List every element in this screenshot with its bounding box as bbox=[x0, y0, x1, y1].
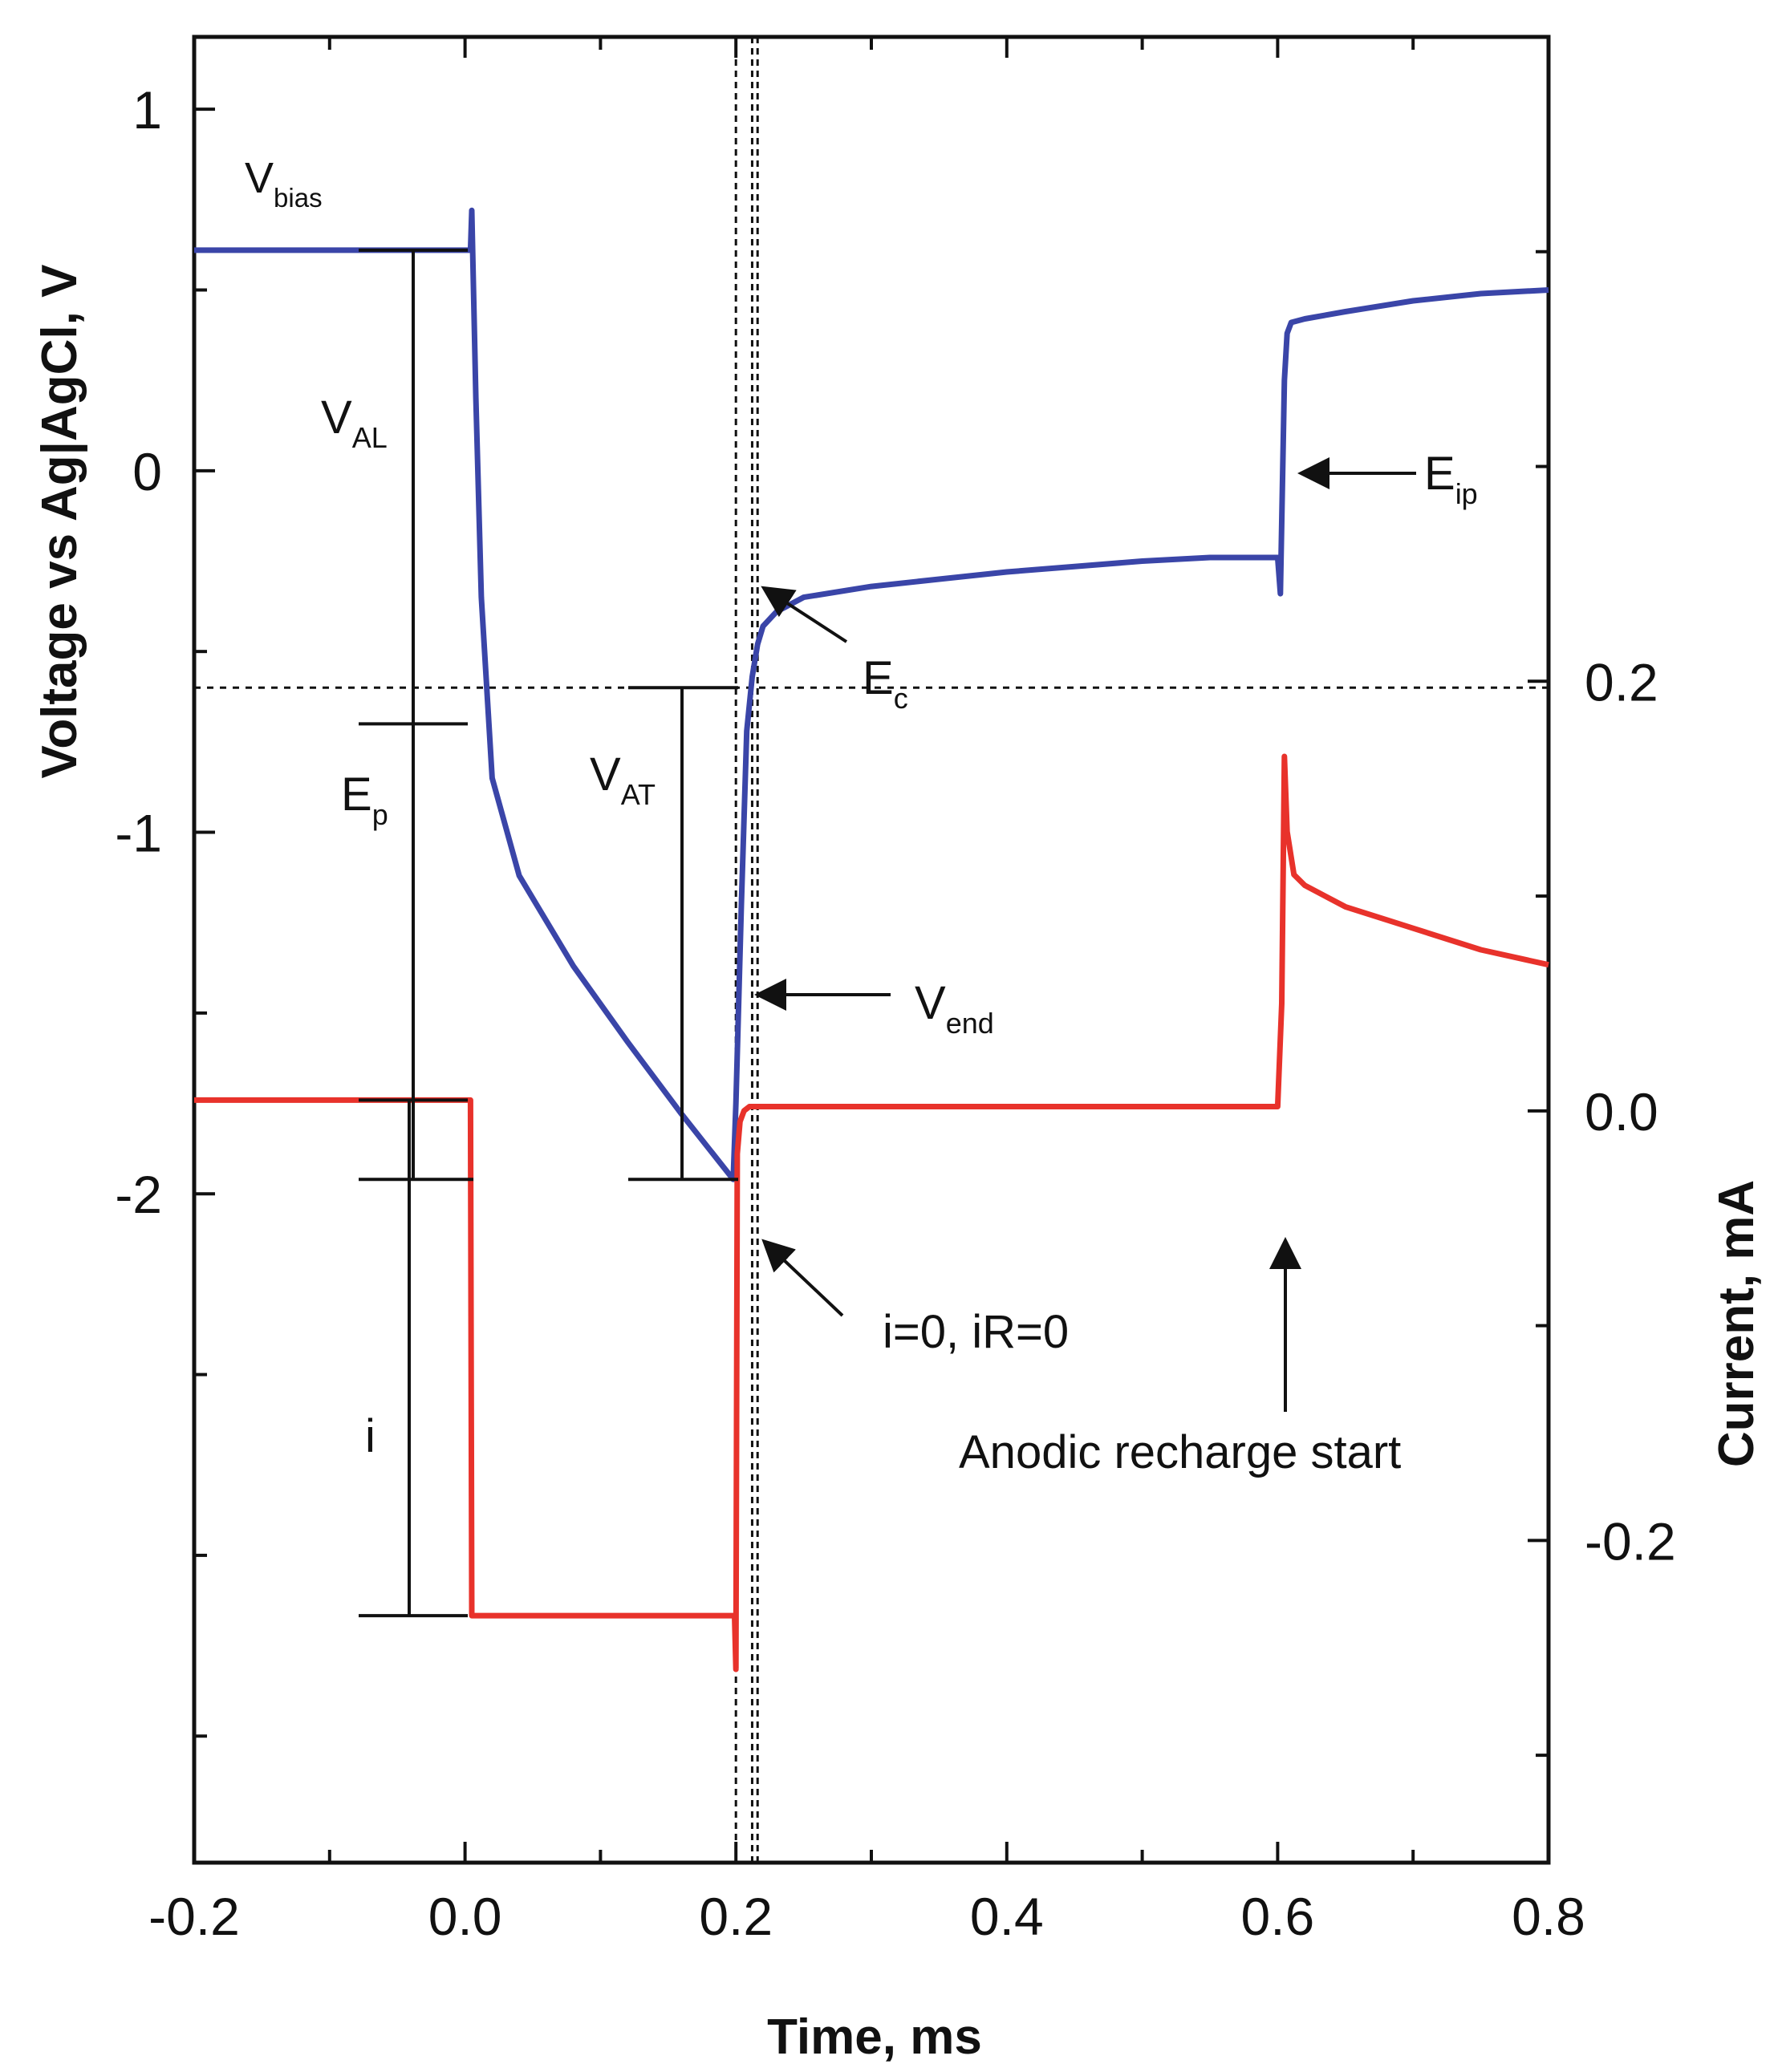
current-series-line bbox=[194, 753, 1549, 1673]
x-tick-label: 0.4 bbox=[970, 1887, 1044, 1946]
measurement-brackets bbox=[359, 248, 738, 1618]
annotation-vbias: Vbias bbox=[245, 154, 323, 213]
y2-tick-label: -0.2 bbox=[1585, 1511, 1676, 1571]
annotations: Vbias VAL Ep VAT Ec Eip Vend i i=0, iR=0 Anodic r… bbox=[245, 154, 1478, 1478]
x-tick-label: 0.6 bbox=[1241, 1887, 1315, 1946]
annotation-val: VAL bbox=[321, 391, 388, 454]
annotation-vend: Vend bbox=[915, 977, 994, 1040]
x-tick-label: 0.2 bbox=[699, 1887, 773, 1946]
arrow-izero bbox=[761, 1239, 844, 1317]
annotation-anodic: Anodic recharge start bbox=[959, 1426, 1401, 1478]
annotation-vat: VAT bbox=[590, 748, 656, 811]
x-tick-label: 0.0 bbox=[428, 1887, 502, 1946]
axis-ticks: -0.2 0.0 0.2 0.4 0.6 0.8 -2 -1 0 1 -0.2 0.0 0.2 bbox=[115, 37, 1676, 1946]
y-tick-label: 0 bbox=[132, 442, 162, 501]
annotation-izero: i=0, iR=0 bbox=[883, 1306, 1069, 1358]
y-tick-label: 1 bbox=[132, 80, 162, 140]
annotation-ec: Ec bbox=[863, 652, 908, 715]
annotation-i: i bbox=[365, 1410, 375, 1462]
annotation-ep: Ep bbox=[341, 768, 388, 831]
y2-tick-label: 0.2 bbox=[1585, 652, 1658, 712]
y-axis-label: Voltage vs Ag|AgCl, V bbox=[32, 265, 88, 779]
y2-axis-label: Current, mA bbox=[1709, 1180, 1764, 1467]
arrow-ec bbox=[761, 586, 848, 643]
annotation-eip: Eip bbox=[1424, 448, 1478, 510]
series-layer bbox=[194, 207, 1549, 1673]
x-tick-label: -0.2 bbox=[148, 1887, 240, 1946]
y2-tick-label: 0.0 bbox=[1585, 1082, 1658, 1141]
y-tick-label: -2 bbox=[115, 1165, 162, 1224]
x-tick-label: 0.8 bbox=[1512, 1887, 1585, 1946]
voltage-series-line bbox=[194, 207, 1549, 1182]
y-tick-label: -1 bbox=[115, 804, 162, 863]
x-axis-label: Time, ms bbox=[767, 2009, 982, 2065]
